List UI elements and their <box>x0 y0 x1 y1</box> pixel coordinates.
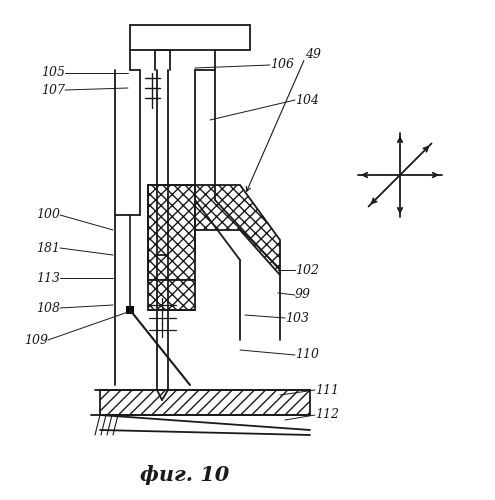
Text: 110: 110 <box>295 348 319 362</box>
Text: 107: 107 <box>41 84 65 96</box>
Text: 102: 102 <box>295 264 319 276</box>
Text: 103: 103 <box>285 312 309 324</box>
Text: 111: 111 <box>315 384 339 396</box>
Text: 109: 109 <box>24 334 48 346</box>
Text: фиг. 10: фиг. 10 <box>141 465 230 485</box>
Bar <box>100 390 310 415</box>
Bar <box>148 185 195 280</box>
Text: 49: 49 <box>305 48 321 62</box>
Text: 112: 112 <box>315 408 339 422</box>
Polygon shape <box>126 306 134 314</box>
Text: 99: 99 <box>295 288 311 302</box>
Text: 106: 106 <box>270 58 294 71</box>
Text: 104: 104 <box>295 94 319 106</box>
Bar <box>148 280 195 310</box>
Text: 100: 100 <box>36 208 60 222</box>
Text: 105: 105 <box>41 66 65 80</box>
Text: 113: 113 <box>36 272 60 284</box>
Polygon shape <box>195 185 280 275</box>
Text: 108: 108 <box>36 302 60 314</box>
Text: 181: 181 <box>36 242 60 254</box>
